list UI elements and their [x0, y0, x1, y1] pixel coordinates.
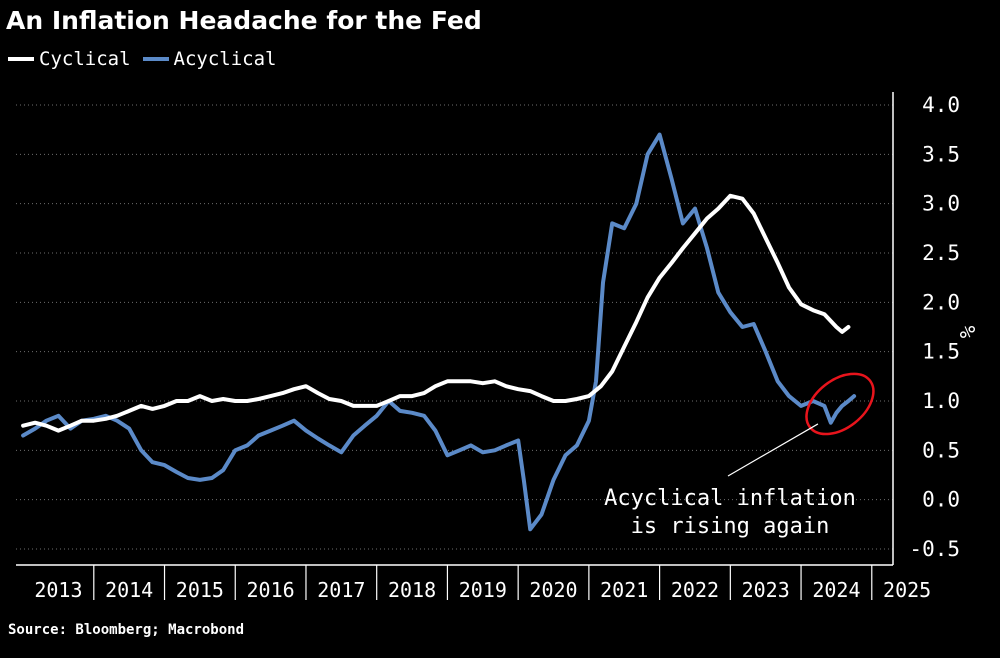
legend-label-acyclical: Acyclical: [173, 48, 277, 70]
series-line-cyclical: [21, 193, 851, 433]
x-tick-label: 2022: [671, 578, 719, 602]
legend-label-cyclical: Cyclical: [39, 48, 131, 70]
x-tick-label: 2014: [105, 578, 153, 602]
series-line-acyclical: [21, 132, 857, 532]
x-tick-label: 2013: [34, 578, 82, 602]
x-tick-label: 2024: [812, 578, 860, 602]
x-tick-label: 2023: [742, 578, 790, 602]
legend-item-cyclical: Cyclical: [8, 48, 131, 70]
x-tick-label: 2019: [459, 578, 507, 602]
legend: Cyclical Acyclical: [8, 48, 288, 70]
y-tick-label: 3.0: [922, 192, 960, 216]
annotation-text: Acyclical inflation: [604, 486, 856, 511]
x-tick-label: 2017: [317, 578, 365, 602]
annotation-ellipse: [805, 372, 875, 436]
legend-swatch-acyclical: [142, 57, 169, 61]
x-tick-label: 2020: [529, 578, 577, 602]
chart-title: An Inflation Headache for the Fed: [6, 6, 482, 35]
y-tick-label: 1.0: [922, 389, 960, 413]
y-unit-label: %: [956, 325, 980, 338]
x-tick-label: 2025: [883, 578, 931, 602]
legend-swatch-cyclical: [8, 57, 34, 61]
y-tick-label: 0.5: [922, 438, 960, 462]
annotation-leader-line: [727, 423, 819, 477]
legend-item-acyclical: Acyclical: [142, 48, 277, 70]
annotation-text: is rising again: [631, 514, 830, 539]
y-tick-label: 0.0: [922, 488, 960, 512]
y-tick-label: 1.5: [922, 340, 960, 364]
x-tick-label: 2015: [176, 578, 224, 602]
x-tick-label: 2021: [600, 578, 648, 602]
y-tick-label: -0.5: [909, 537, 960, 561]
y-tick-label: 3.5: [922, 142, 960, 166]
x-tick-label: 2018: [388, 578, 436, 602]
y-tick-label: 2.0: [922, 290, 960, 314]
y-tick-label: 2.5: [922, 241, 960, 265]
x-tick-label: 2016: [247, 578, 295, 602]
y-tick-label: 4.0: [922, 93, 960, 117]
source-note: Source: Bloomberg; Macrobond: [8, 622, 245, 638]
